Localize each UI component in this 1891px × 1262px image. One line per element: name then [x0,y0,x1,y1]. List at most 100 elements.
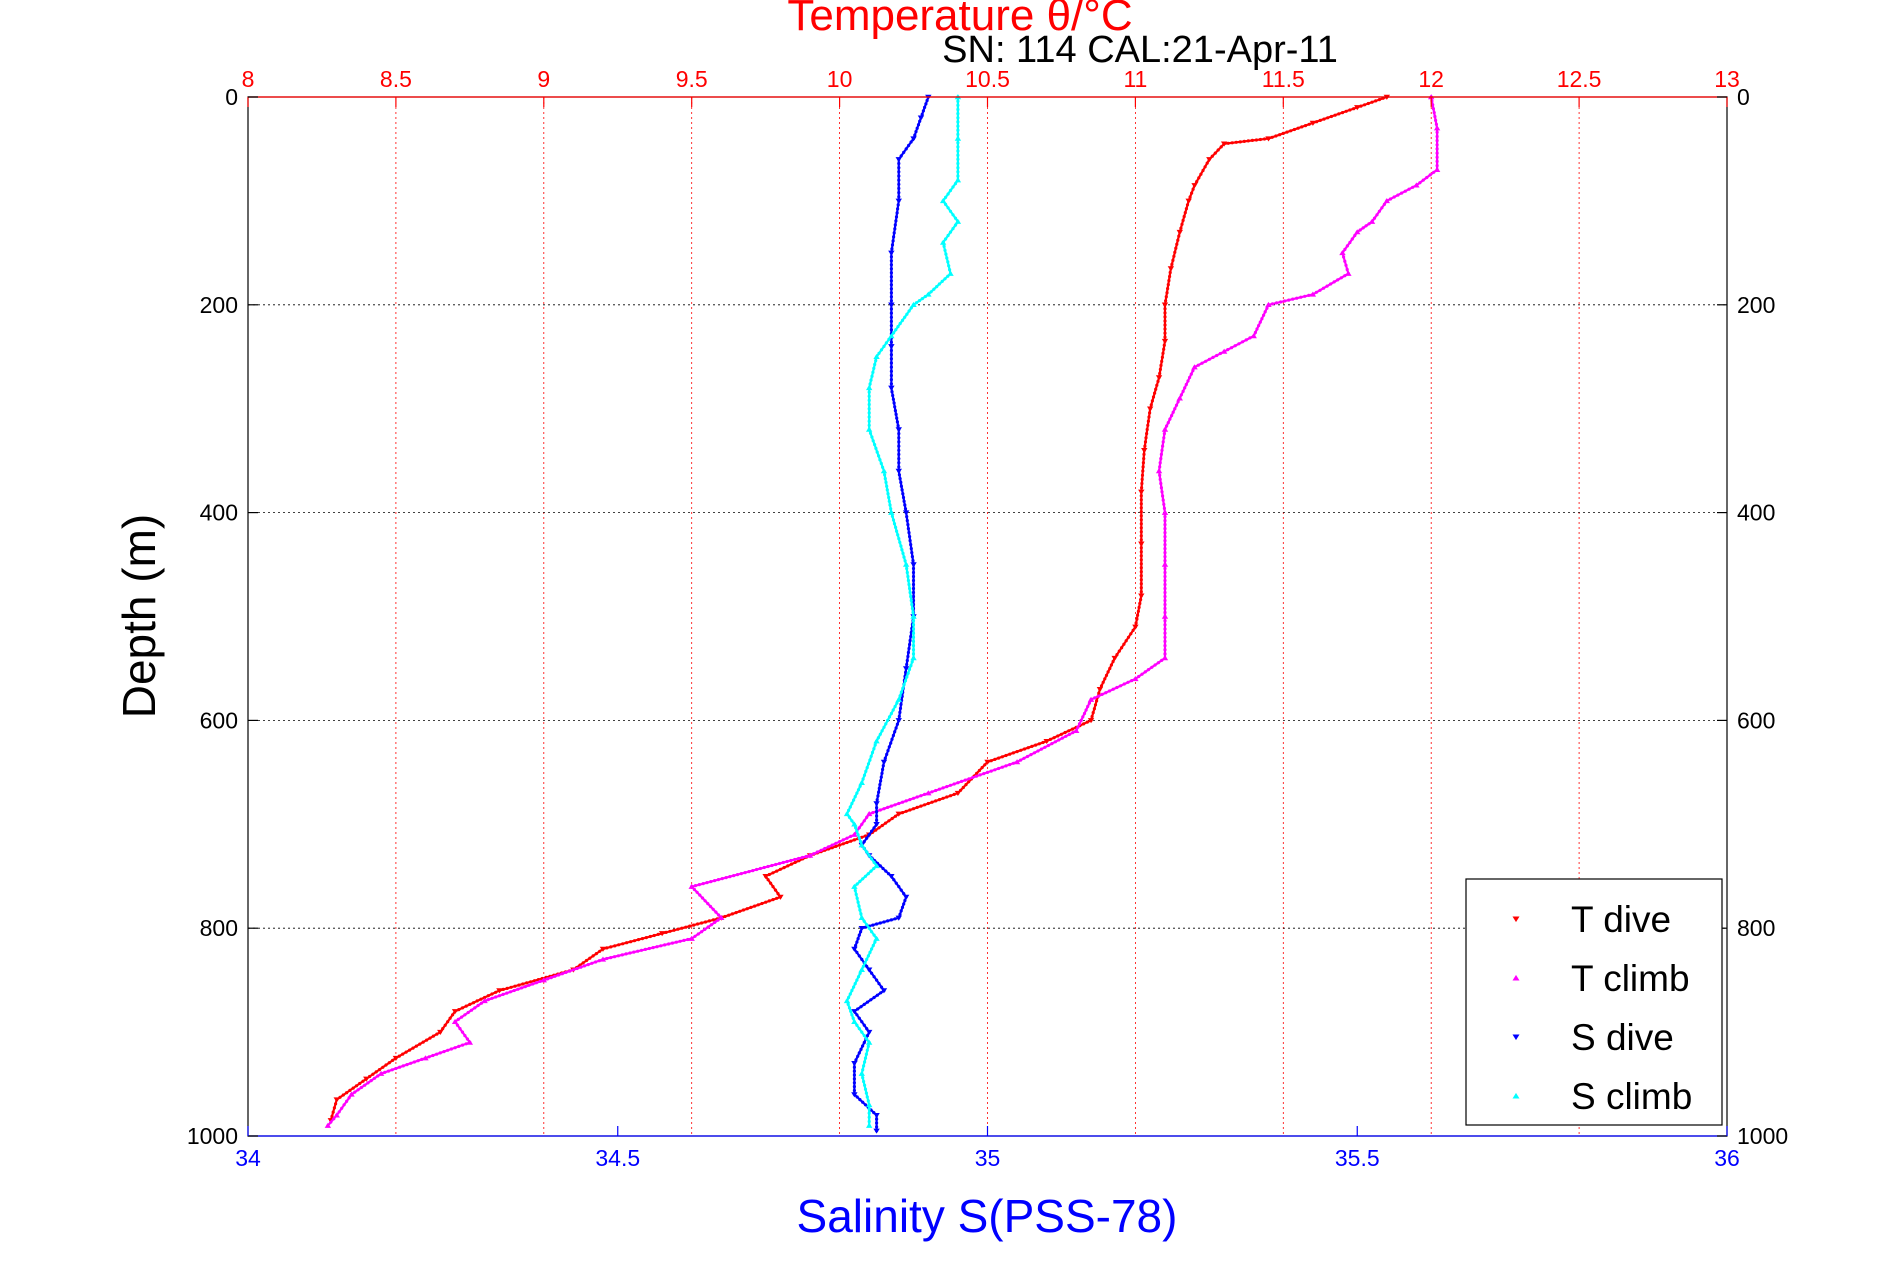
marker-dot [1104,691,1108,695]
marker-dot [1159,481,1163,486]
marker-dot [628,951,632,955]
marker-dot [1292,127,1296,132]
marker-dot [1325,284,1329,288]
marker-dot [830,846,834,850]
marker-dot [1019,748,1023,752]
series-t-climb [324,94,1441,1128]
marker-dot [907,582,911,587]
marker-dot [875,1113,879,1117]
marker-dot [1131,628,1135,633]
marker-dot [1174,246,1178,250]
marker-dot [1008,752,1012,756]
marker-dot [911,566,916,571]
marker-dot [944,252,948,256]
marker-dot [890,390,894,394]
marker-dot [869,869,873,873]
marker-dot [867,411,871,415]
marker-dot [1139,594,1143,598]
marker-dot [967,777,971,781]
marker-dot [438,1030,442,1034]
marker-dot [851,1016,855,1020]
marker-dot [873,940,877,944]
marker-dot [869,998,873,1002]
marker-dot [755,867,759,872]
marker-dot [1332,280,1336,284]
marker-dot [560,972,564,976]
marker-dot [900,548,904,552]
marker-dot [523,985,527,989]
marker-dot [871,923,875,927]
marker-dot [1385,199,1389,203]
marker-dot [475,999,479,1003]
marker-dot [896,325,900,329]
marker-dot [900,488,904,492]
marker-dot [1303,294,1307,298]
marker-dot [948,230,953,234]
marker-dot [446,1048,450,1052]
marker-dot [863,1103,868,1107]
marker-dot [867,419,871,423]
marker-dot [863,1087,868,1091]
marker-dot [1163,590,1167,595]
marker-dot [1173,407,1177,411]
marker-dot [1156,379,1160,383]
marker-dot [889,324,894,328]
marker-dot [889,299,894,303]
marker-dot [501,992,505,997]
marker-dot [852,1020,857,1024]
marker-dot [1262,137,1267,141]
marker-dot [1315,120,1319,124]
marker-dot [1126,635,1131,639]
marker-dot [1233,344,1237,348]
marker-dot [1176,400,1180,404]
marker-dot [838,840,842,844]
marker-dot [1364,224,1368,228]
marker-dot [625,941,629,945]
marker-dot [893,803,897,807]
marker-dot [1160,448,1164,452]
y-tick-label-left: 1000 [187,1123,238,1149]
marker-dot [897,444,901,448]
marker-dot [1162,502,1166,506]
marker-dot [758,866,763,871]
marker-dot [911,652,916,656]
marker-dot [659,944,663,948]
marker-dot [887,499,891,503]
marker-dot [889,255,894,259]
marker-dot [867,427,871,432]
marker-dot [884,722,888,726]
marker-dot [895,416,899,420]
marker-dot [629,940,633,944]
marker-dot [858,879,862,884]
marker-dot [1388,197,1393,201]
marker-dot [852,1081,857,1085]
marker-dot [834,841,838,845]
marker-dot [332,1117,336,1121]
marker-dot [863,874,868,878]
marker-dot [951,213,955,217]
marker-dot [860,781,864,785]
marker-dot [1139,578,1143,582]
marker-dot [1400,191,1404,195]
marker-dot [887,872,891,876]
marker-dot [775,869,779,873]
marker-dot [834,844,838,849]
marker-dot [897,191,901,195]
marker-dot [894,219,898,223]
marker-dot [857,933,861,937]
marker-dot [457,1044,461,1048]
marker-dot [1200,361,1204,365]
marker-dot [854,826,858,830]
marker-dot [946,192,950,196]
marker-dot [906,578,911,583]
marker-dot [1203,165,1207,169]
marker-dot [889,311,894,315]
marker-dot [1015,750,1019,754]
marker-dot [852,1065,857,1069]
marker-dot [899,702,903,707]
marker-dot [453,1020,457,1024]
marker-dot [797,856,801,861]
marker-dot [1060,736,1064,740]
marker-dot [455,1023,460,1027]
